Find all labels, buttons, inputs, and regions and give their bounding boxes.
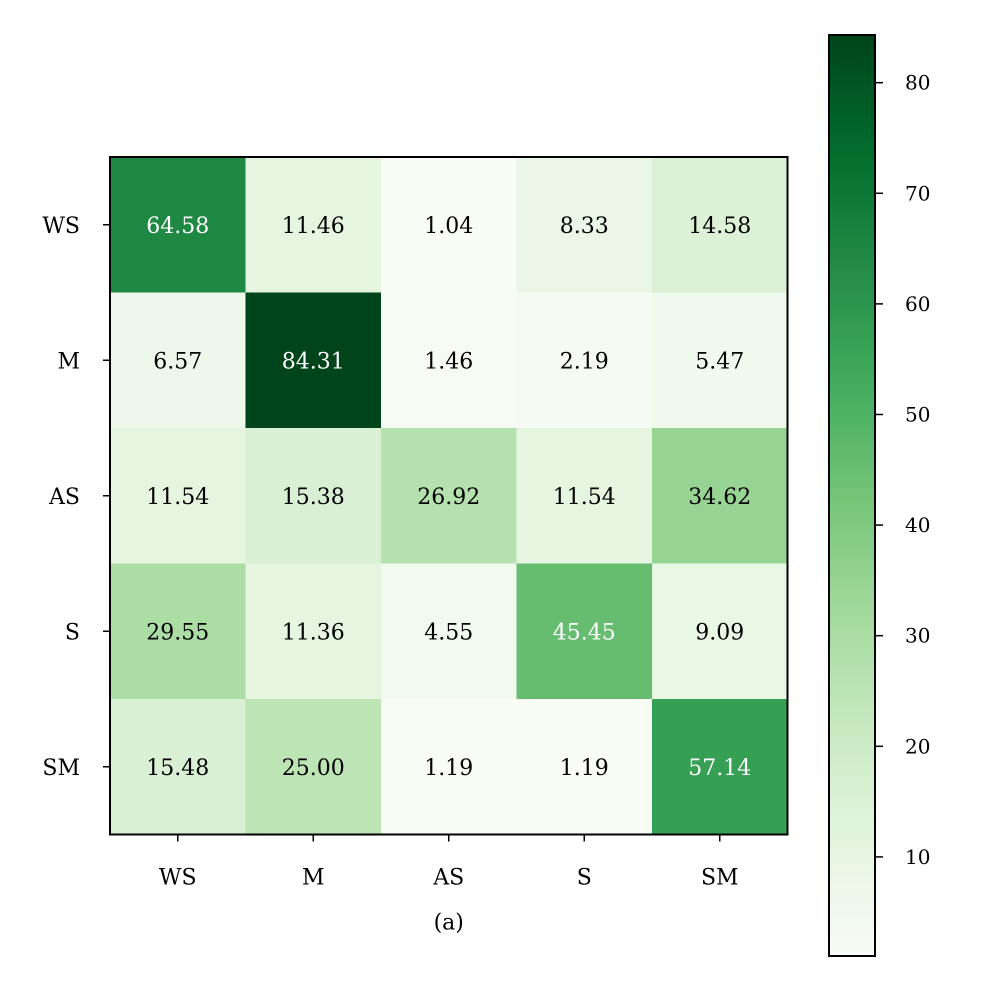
cell-value-label: 6.57 [153, 349, 202, 374]
heatmap-cell [516, 699, 653, 835]
heatmap-value-labels: 64.58 11.46 1.04 8.33 14.58 6.57 84.31 1.46 2.19… [146, 214, 751, 781]
x-tick-label: WS [159, 866, 197, 891]
heatmap-cell [245, 699, 382, 835]
heatmap-cell [110, 699, 246, 835]
colorbar-tick-label: 20 [905, 734, 930, 758]
heatmap-cell [516, 157, 653, 293]
heatmap-cells [110, 157, 788, 835]
heatmap-cell [381, 563, 517, 700]
cell-value-label: 57.14 [688, 756, 751, 781]
heatmap-cell [110, 292, 246, 429]
cell-value-label: 4.55 [424, 620, 473, 645]
cell-value-label: 2.19 [560, 349, 609, 374]
heatmap-cell [516, 292, 653, 429]
x-tick-label: SM [701, 866, 739, 891]
x-tick-label: M [302, 866, 325, 891]
heatmap-cell [110, 563, 246, 700]
heatmap-cell [245, 157, 382, 293]
colorbar-ticks: 10 20 30 40 50 60 70 80 [875, 71, 930, 869]
cell-value-label: 8.33 [560, 214, 609, 239]
colorbar-tick-label: 80 [905, 71, 930, 95]
cell-value-label: 14.58 [688, 214, 751, 239]
colorbar-tick-label: 50 [905, 402, 930, 426]
colorbar: 10 20 30 40 50 60 70 80 [828, 34, 930, 957]
colorbar-tick-label: 70 [905, 181, 930, 205]
y-tick-label: AS [48, 485, 80, 510]
cell-value-label: 15.48 [146, 756, 209, 781]
heatmap-cell [110, 157, 246, 293]
colorbar-tick-label: 30 [905, 624, 930, 648]
cell-value-label: 5.47 [695, 349, 744, 374]
heatmap-cell [516, 428, 653, 564]
cell-value-label: 64.58 [146, 214, 209, 239]
heatmap-cell [381, 292, 517, 429]
y-tick-label: S [65, 620, 80, 645]
heatmap-cell [245, 292, 382, 429]
x-tick-label: S [577, 866, 592, 891]
y-tick-label: WS [42, 214, 80, 239]
cell-value-label: 1.46 [424, 349, 473, 374]
cell-value-label: 15.38 [282, 485, 345, 510]
cell-value-label: 84.31 [282, 349, 345, 374]
heatmap-cell [652, 699, 788, 835]
cell-value-label: 34.62 [688, 485, 751, 510]
y-axis: WS M AS S SM [42, 214, 110, 781]
cell-value-label: 45.45 [553, 620, 616, 645]
cell-value-label: 11.54 [553, 485, 616, 510]
heatmap-cell [245, 563, 382, 700]
colorbar-tick-label: 40 [905, 513, 930, 537]
cell-value-label: 11.54 [146, 485, 209, 510]
heatmap-cell [245, 428, 382, 564]
heatmap-cell [381, 157, 517, 293]
heatmap-cell [652, 428, 788, 564]
cell-value-label: 1.19 [424, 756, 473, 781]
colorbar-gradient [828, 34, 876, 957]
y-tick-label: M [57, 349, 80, 374]
heatmap-cell [652, 563, 788, 700]
figure-caption: (a) [434, 911, 464, 936]
cell-value-label: 26.92 [417, 485, 480, 510]
cell-value-label: 1.04 [424, 214, 473, 239]
cell-value-label: 25.00 [282, 756, 345, 781]
colorbar-tick-label: 60 [905, 292, 930, 316]
cell-value-label: 11.36 [282, 620, 345, 645]
x-axis: WS M AS S SM [159, 834, 739, 891]
cell-value-label: 29.55 [146, 620, 209, 645]
cell-value-label: 9.09 [695, 620, 744, 645]
heatmap-cell [652, 157, 788, 293]
x-tick-label: AS [432, 866, 464, 891]
colorbar-tick-label: 10 [905, 845, 930, 869]
heatmap-cell [516, 563, 653, 700]
cell-value-label: 1.19 [560, 756, 609, 781]
cell-value-label: 11.46 [282, 214, 345, 239]
heatmap-cell [652, 292, 788, 429]
heatmap-cell [110, 428, 246, 564]
heatmap-cell [381, 428, 517, 564]
y-tick-label: SM [42, 756, 80, 781]
heatmap-cell [381, 699, 517, 835]
